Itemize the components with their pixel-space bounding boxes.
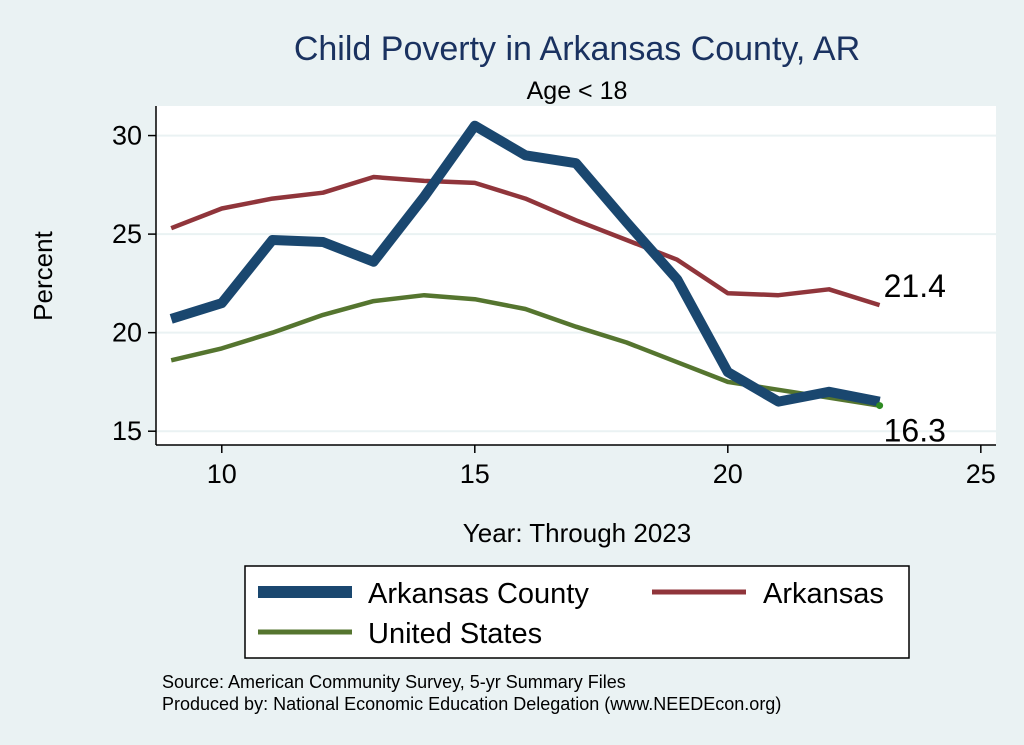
legend-box [244, 565, 910, 659]
legend-label-arkansas: Arkansas [763, 578, 884, 610]
source-note: Source: American Community Survey, 5-yr … [162, 672, 626, 692]
legend-label-arkansas-county: Arkansas County [368, 578, 589, 610]
y-axis-title: Percent [28, 230, 58, 320]
endpoint-marker-united-states [876, 402, 884, 410]
y-tick-label-15: 15 [112, 416, 142, 446]
x-tick-label-15: 15 [460, 459, 490, 489]
x-tick-label-20: 20 [713, 459, 743, 489]
x-tick-label-25: 25 [966, 459, 996, 489]
x-tick-label-10: 10 [207, 459, 237, 489]
end-labels: 21.4 16.3 [876, 268, 946, 449]
legend: Arkansas County Arkansas United States [244, 565, 910, 659]
end-label-arkansas: 21.4 [884, 268, 946, 304]
series-line-arkansas [170, 174, 881, 308]
legend-label-united-states: United States [368, 618, 542, 650]
y-tick-label-30: 30 [112, 121, 142, 151]
plot-area [156, 106, 996, 445]
producer-note: Produced by: National Economic Education… [162, 694, 781, 714]
chart-title: Child Poverty in Arkansas County, AR [294, 30, 860, 68]
end-label-united-states: 16.3 [884, 413, 946, 449]
y-tick-label-20: 20 [112, 318, 142, 348]
y-tick-label-25: 25 [112, 219, 142, 249]
series-layer [169, 120, 881, 408]
series-line-arkansas-county [169, 120, 881, 407]
axes: 15 20 25 30 10 15 20 25 [112, 106, 996, 489]
chart-subtitle: Age < 18 [527, 77, 628, 105]
x-axis-title: Year: Through 2023 [463, 518, 691, 548]
grid-layer [156, 134, 996, 433]
